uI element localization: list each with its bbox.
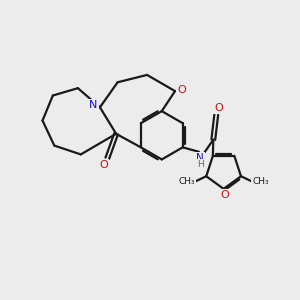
Text: O: O xyxy=(221,190,230,200)
Text: N: N xyxy=(196,153,204,163)
Text: CH₃: CH₃ xyxy=(178,177,195,186)
Text: O: O xyxy=(99,160,108,170)
Text: O: O xyxy=(214,103,223,113)
Text: CH₃: CH₃ xyxy=(252,177,269,186)
Text: H: H xyxy=(197,160,204,169)
Text: O: O xyxy=(177,85,186,94)
Text: N: N xyxy=(89,100,98,110)
